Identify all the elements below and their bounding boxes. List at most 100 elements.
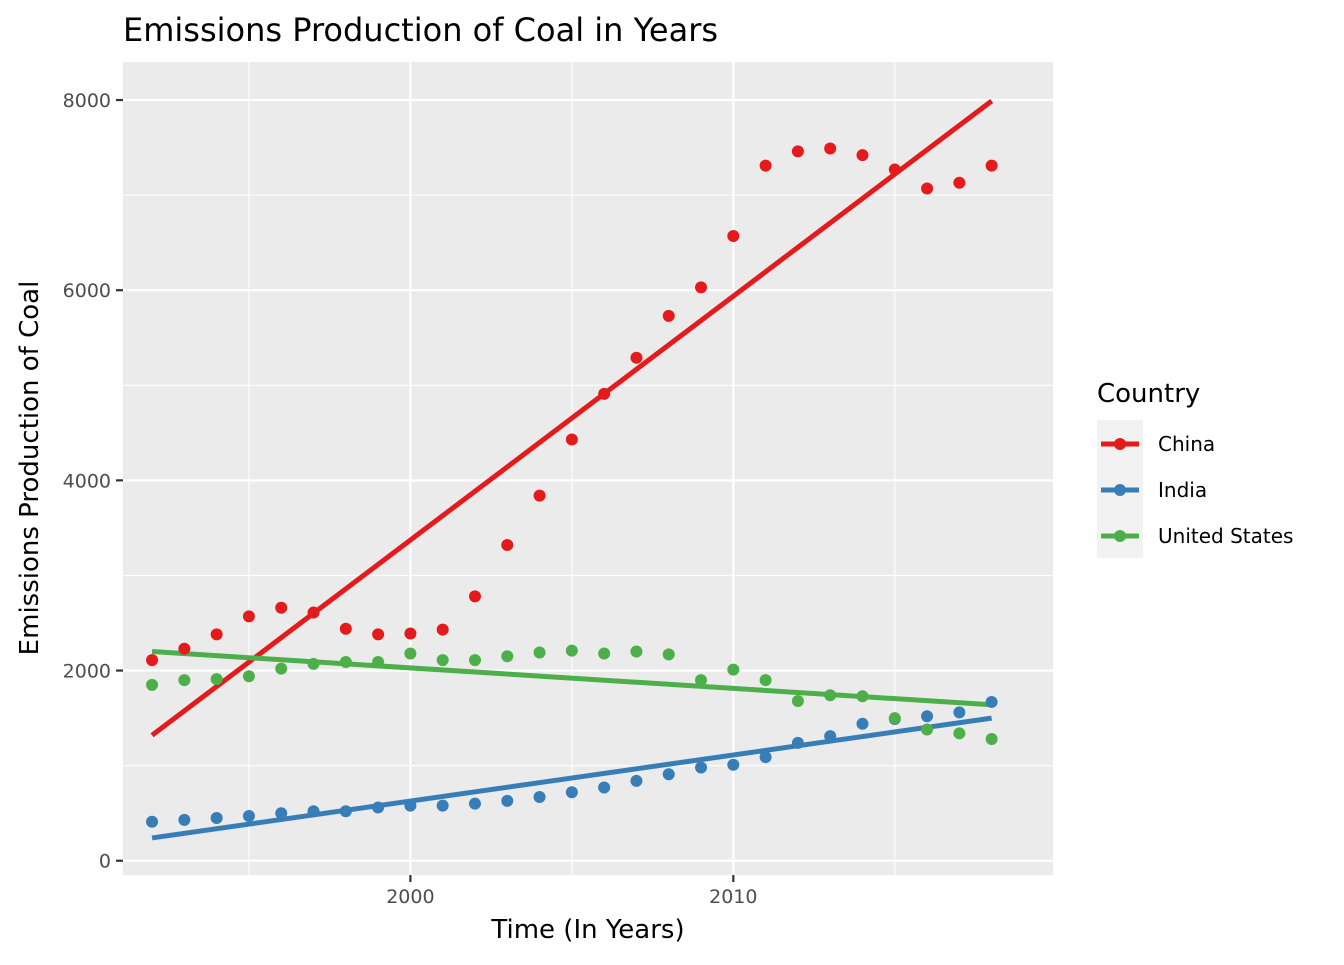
x-tick-label: 2010 <box>709 886 757 908</box>
point-united-states <box>501 650 514 663</box>
point-united-states <box>630 645 643 658</box>
point-united-states <box>339 656 352 669</box>
point-china <box>695 281 708 294</box>
point-china <box>404 627 417 640</box>
point-united-states <box>468 654 481 667</box>
plot-panel <box>123 62 1053 875</box>
point-china <box>630 351 643 364</box>
point-china <box>146 654 159 667</box>
point-united-states <box>372 656 385 669</box>
legend-label: India <box>1158 478 1207 502</box>
point-india <box>436 799 449 812</box>
legend-label: United States <box>1158 524 1293 548</box>
point-india <box>501 794 514 807</box>
point-india <box>404 799 417 812</box>
point-united-states <box>146 678 159 691</box>
point-india <box>695 761 708 774</box>
x-axis-title: Time (In Years) <box>490 915 684 945</box>
point-india <box>630 774 643 787</box>
point-india <box>339 805 352 818</box>
point-india <box>210 811 223 824</box>
tick-labels: 2000 2010 0 2000 4000 6000 8000 <box>63 90 758 908</box>
minor-gridlines <box>123 62 1053 875</box>
trend-line-china <box>150 98 994 738</box>
point-china <box>921 182 934 195</box>
point-china <box>856 149 869 162</box>
point-india <box>824 730 837 743</box>
point-china <box>307 606 320 619</box>
legend-item-united-states: United States <box>1101 524 1293 548</box>
point-united-states <box>985 733 998 746</box>
point-united-states <box>759 674 772 687</box>
point-united-states <box>695 674 708 687</box>
point-india <box>727 758 740 771</box>
point-united-states <box>178 674 191 687</box>
point-india <box>662 768 675 781</box>
point-india <box>146 815 159 828</box>
point-united-states <box>791 694 804 707</box>
point-united-states <box>598 647 611 660</box>
point-united-states <box>856 690 869 703</box>
trend-lines <box>150 98 994 841</box>
legend-item-china: China <box>1101 432 1215 456</box>
point-china <box>759 159 772 172</box>
point-china <box>436 623 449 636</box>
legend-items: China India United States <box>1097 420 1293 558</box>
point-china <box>985 159 998 172</box>
point-india <box>307 805 320 818</box>
y-tick-label: 2000 <box>63 661 111 683</box>
point-india <box>565 786 578 799</box>
chart-title: Emissions Production of Coal in Years <box>123 11 718 49</box>
point-china <box>178 642 191 655</box>
point-united-states <box>727 663 740 676</box>
point-china <box>824 142 837 155</box>
point-india <box>372 801 385 814</box>
point-china <box>372 628 385 641</box>
point-united-states <box>921 723 934 736</box>
point-china <box>953 176 966 189</box>
legend: Country China India United States <box>1097 379 1293 558</box>
point-china <box>210 628 223 641</box>
point-india <box>275 807 288 820</box>
x-tick-label: 2000 <box>386 886 434 908</box>
point-united-states <box>307 657 320 670</box>
point-china <box>339 622 352 635</box>
legend-label: China <box>1158 432 1215 456</box>
point-united-states <box>404 647 417 660</box>
trend-line-india <box>151 715 992 841</box>
point-india <box>856 717 869 730</box>
legend-key-point <box>1114 530 1126 542</box>
point-china <box>598 387 611 400</box>
point-united-states <box>565 644 578 657</box>
point-united-states <box>436 654 449 667</box>
point-united-states <box>888 712 901 725</box>
point-india <box>921 710 934 723</box>
point-india <box>791 736 804 749</box>
point-united-states <box>275 662 288 675</box>
point-china <box>533 489 546 502</box>
axis-ticks <box>116 98 735 882</box>
point-india <box>468 797 481 810</box>
point-china <box>662 309 675 322</box>
point-india <box>759 751 772 764</box>
point-china <box>468 590 481 603</box>
point-united-states <box>824 689 837 702</box>
point-united-states <box>210 673 223 686</box>
y-axis-title: Emissions Production of Coal <box>15 281 45 656</box>
trend-line-united-states <box>151 649 992 708</box>
point-china <box>888 163 901 176</box>
y-tick-label: 8000 <box>63 90 111 112</box>
point-india <box>242 810 255 823</box>
point-china <box>242 610 255 623</box>
point-india <box>598 781 611 794</box>
point-united-states <box>953 727 966 740</box>
point-china <box>565 433 578 446</box>
legend-title: Country <box>1097 379 1200 409</box>
point-united-states <box>533 646 546 659</box>
point-india <box>533 791 546 804</box>
point-china <box>275 601 288 614</box>
legend-key-point <box>1114 484 1126 496</box>
y-tick-label: 6000 <box>63 280 111 302</box>
